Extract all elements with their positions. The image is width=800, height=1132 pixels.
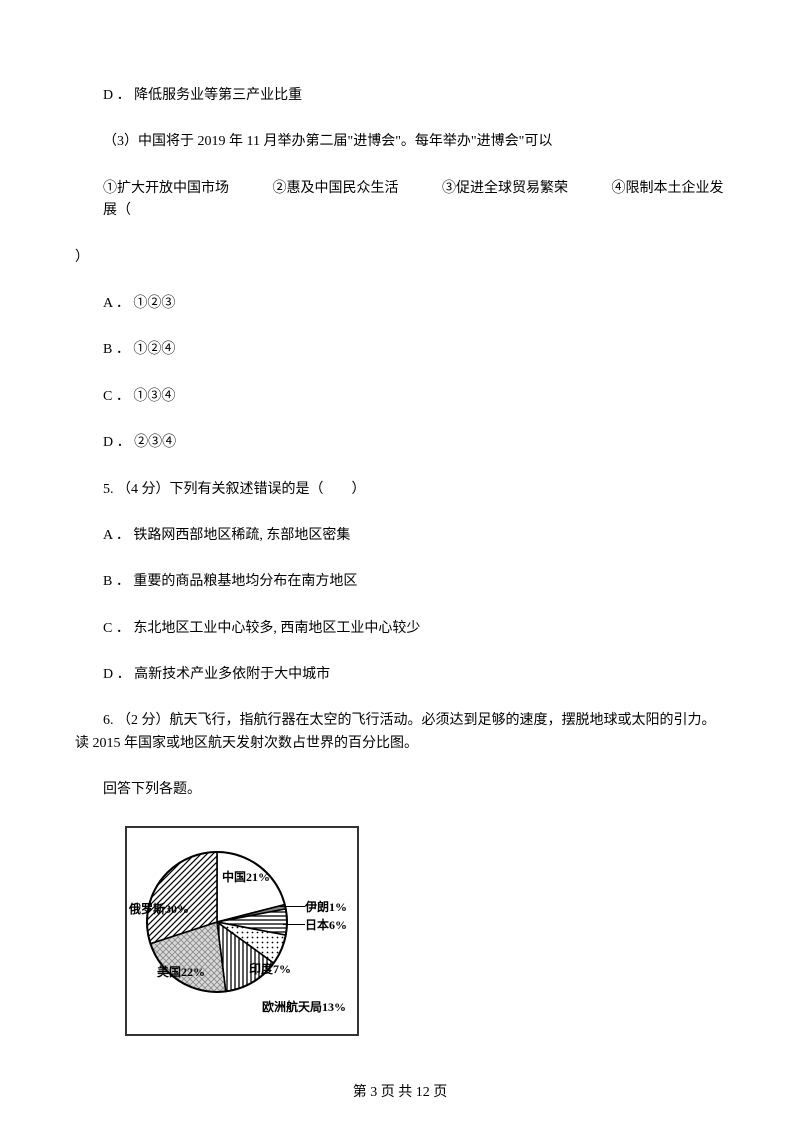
q6-stem: 6. （2 分）航天飞行，指航行器在太空的飞行活动。必须达到足够的速度，摆脱地球… xyxy=(75,710,725,755)
label-china: 中国21% xyxy=(222,868,270,887)
opt1: ①扩大开放中国市场 xyxy=(103,181,229,196)
q3-sub3-options: ①扩大开放中国市场 ②惠及中国民众生活 ③促进全球贸易繁荣 ④限制本土企业发展（ xyxy=(75,178,725,223)
label-india: 印度7% xyxy=(249,960,291,979)
q3-b: B ． ①②④ xyxy=(75,339,725,361)
q5-a: A ． 铁路网西部地区稀疏, 东部地区密集 xyxy=(75,525,725,547)
label-japan: 日本6% xyxy=(305,916,347,935)
q3-a: A ． ①②③ xyxy=(75,293,725,315)
q3-c: C ． ①③④ xyxy=(75,386,725,408)
label-esa: 欧洲航天局13% xyxy=(262,998,346,1017)
paren-close: ） xyxy=(75,247,725,269)
q3-opt-d: D ． 降低服务业等第三产业比重 xyxy=(75,85,725,107)
q5-stem: 5. （4 分）下列有关叙述错误的是（ ） xyxy=(75,479,725,501)
label-russia: 俄罗斯30% xyxy=(129,900,189,919)
q5-d: D ． 高新技术产业多依附于大中城市 xyxy=(75,664,725,686)
q5-b: B ． 重要的商品粮基地均分布在南方地区 xyxy=(75,571,725,593)
opt3: ③促进全球贸易繁荣 xyxy=(442,181,568,196)
q3-sub3-text: （3）中国将于 2019 年 11 月举办第二届"进博会"。每年举办"进博会"可… xyxy=(75,131,725,153)
page-footer: 第 3 页 共 12 页 xyxy=(0,1082,800,1104)
label-usa: 美国22% xyxy=(157,963,205,982)
opt2: ②惠及中国民众生活 xyxy=(273,181,399,196)
leader-iran xyxy=(280,906,305,908)
q5-c: C ． 东北地区工业中心较多, 西南地区工业中心较少 xyxy=(75,618,725,640)
q6-answer-prompt: 回答下列各题。 xyxy=(75,779,725,801)
q6-stem-l2: 读 2015 年国家或地区航天发射次数占世界的百分比图。 xyxy=(75,736,418,751)
leader-japan xyxy=(283,924,305,926)
label-iran: 伊朗1% xyxy=(305,898,347,917)
pie-chart-container: 中国21% 伊朗1% 日本6% 印度7% 欧洲航天局13% 美国22% 俄罗斯3… xyxy=(125,826,359,1036)
q6-stem-l1: 6. （2 分）航天飞行，指航行器在太空的飞行活动。必须达到足够的速度，摆脱地球… xyxy=(75,713,716,728)
q3-d: D ． ②③④ xyxy=(75,432,725,454)
